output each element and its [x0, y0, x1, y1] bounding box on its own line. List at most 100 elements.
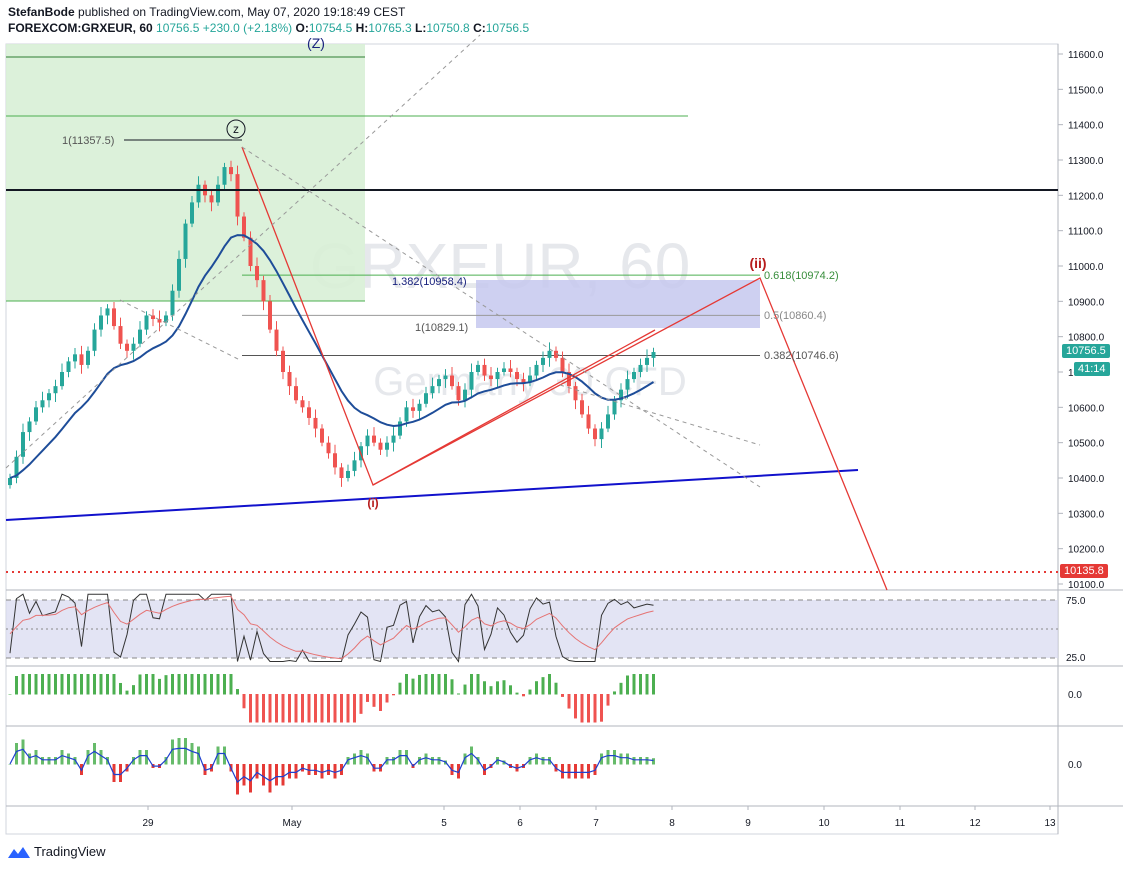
- osc1-bar: [249, 694, 252, 723]
- osc1-bar: [359, 694, 363, 714]
- symbol-label[interactable]: FOREXCOM:GRXEUR, 60: [8, 21, 153, 35]
- osc2-bar: [613, 750, 616, 765]
- osc1-bar: [587, 694, 590, 723]
- last-price-badge: 10756.5: [1062, 344, 1110, 358]
- candle-body: [21, 432, 25, 457]
- price-tick-label: 11100.0: [1068, 227, 1103, 238]
- osc1-bar: [424, 674, 428, 695]
- osc1-bar: [574, 694, 577, 719]
- wave-projection-line[interactable]: [241, 146, 888, 591]
- osc1-bar: [275, 694, 278, 723]
- time-axis[interactable]: 29 May 5 6 7 8 9 10 11 12 13: [142, 806, 1056, 829]
- candle-body: [346, 470, 350, 478]
- candle-body: [99, 315, 103, 330]
- osc2-bar: [164, 757, 168, 765]
- candle-body: [248, 237, 253, 266]
- osc1-bar: [437, 674, 441, 695]
- osc1-bar: [93, 674, 96, 695]
- osc2-bar: [405, 750, 408, 765]
- price-tick-label: 11400.0: [1068, 121, 1104, 132]
- osc2-bar: [639, 757, 642, 765]
- publisher[interactable]: StefanBode: [8, 5, 75, 19]
- candle-body: [482, 364, 487, 376]
- osc2-bar: [86, 750, 90, 765]
- osc1-bar: [54, 674, 57, 695]
- osc2-bar: [236, 764, 239, 795]
- osc1-bar: [164, 675, 168, 695]
- candle-body: [235, 174, 240, 217]
- support-badge: 10135.8: [1060, 564, 1108, 578]
- last-price: 10756.5: [156, 21, 200, 35]
- osc1-bar: [548, 674, 551, 695]
- wave-Z-label: (Z): [307, 35, 325, 51]
- candle-body: [268, 301, 272, 330]
- osc2-bar: [561, 764, 564, 779]
- candle-body: [86, 350, 90, 365]
- osc2-bar: [314, 764, 317, 775]
- osc2-bar: [67, 753, 70, 765]
- osc1-bar: [203, 674, 207, 695]
- time-tick-label: May: [283, 818, 302, 829]
- osc2-bar: [112, 764, 116, 782]
- support-badge-value: 10135.8: [1064, 565, 1104, 577]
- candle-body: [554, 350, 558, 358]
- osc1-bar: [392, 694, 395, 696]
- candle-body: [287, 372, 292, 387]
- price-tick-label: 11000.0: [1068, 262, 1104, 273]
- oscillator-2-histogram: [8, 738, 655, 795]
- candle-body: [151, 315, 155, 319]
- time-tick-label: 8: [669, 818, 675, 829]
- osc1-bar: [216, 674, 220, 695]
- osc1-bar: [632, 674, 636, 695]
- osc1-bar: [502, 680, 506, 695]
- osc1-bar: [554, 682, 558, 695]
- osc2-zero-label: 0.0: [1068, 760, 1082, 771]
- osc2-bar: [645, 757, 649, 765]
- osc1-bar: [593, 694, 597, 723]
- fib-extension-box[interactable]: [476, 280, 760, 328]
- osc2-bar: [580, 764, 584, 779]
- fib-1-label: 1(10829.1): [415, 322, 468, 334]
- osc1-bar: [197, 674, 200, 695]
- time-tick-label: 10: [818, 818, 830, 829]
- candle-body: [53, 386, 58, 394]
- candle-body: [469, 372, 474, 390]
- publish-info: StefanBode published on TradingView.com,…: [8, 4, 529, 20]
- osc1-bar: [99, 674, 103, 695]
- price-tick-label: 10600.0: [1068, 403, 1105, 414]
- fib-0618-label: 0.618(10974.2): [764, 270, 839, 282]
- candle-body: [118, 326, 123, 344]
- osc2-bar: [177, 738, 181, 765]
- price-tick-label: 10200.0: [1068, 545, 1105, 556]
- candle-body: [157, 319, 162, 323]
- osc1-bar: [15, 676, 18, 695]
- price-axis[interactable]: 11600.0 11500.0 11400.0 11300.0 11200.0 11100…: [1058, 50, 1105, 591]
- osc2-bar: [418, 757, 421, 765]
- dashed-fan-line-1: [5, 34, 481, 469]
- wave-z-circle: [226, 119, 246, 139]
- price-tick-label: 10800.0: [1068, 333, 1105, 344]
- fib-1382-label: 1.382(10958.4): [392, 276, 467, 288]
- candle-body: [437, 379, 441, 387]
- osc1-bar: [294, 694, 298, 723]
- osc2-bar: [574, 764, 577, 779]
- osc2-bar: [606, 750, 610, 765]
- candle-body: [307, 407, 311, 418]
- footer-brand[interactable]: TradingView: [8, 844, 106, 859]
- osc1-bar: [515, 692, 519, 695]
- candle-body: [274, 329, 279, 351]
- osc1-bar: [639, 674, 642, 695]
- last-price-badge-value: 10756.5: [1066, 345, 1106, 357]
- osc1-bar: [535, 681, 538, 695]
- trend-line[interactable]: [5, 469, 859, 521]
- osc1-bar: [119, 682, 122, 695]
- osc1-bar: [346, 694, 350, 723]
- osc2-bar: [15, 743, 18, 765]
- osc2-bar: [333, 764, 337, 779]
- osc2-bar: [216, 746, 220, 765]
- osc2-bar: [626, 753, 629, 765]
- osc1-bar: [580, 694, 584, 723]
- osc1-bar: [281, 694, 285, 723]
- candle-body: [66, 361, 71, 372]
